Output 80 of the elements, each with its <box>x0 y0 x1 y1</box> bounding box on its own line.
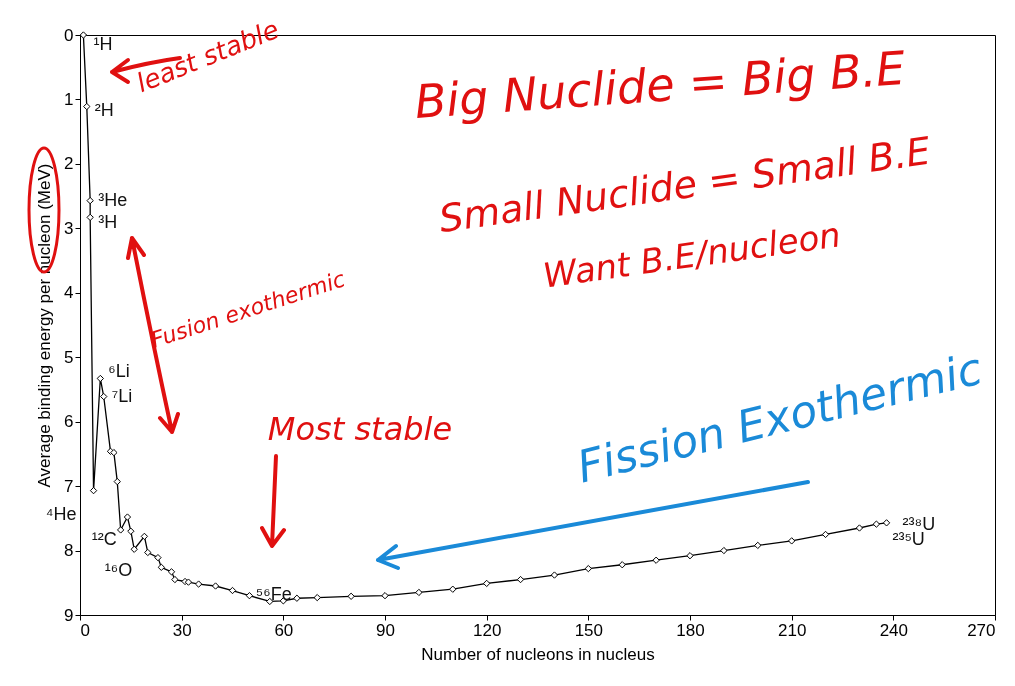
annotation: ¹H <box>93 34 113 54</box>
annotation: ⁵⁶Fe <box>255 584 292 605</box>
annotation: ²H <box>94 99 114 120</box>
point <box>483 579 491 588</box>
annotation: ⁶Li <box>108 361 130 382</box>
y-tick-label: 1 <box>64 89 74 109</box>
point <box>720 546 728 555</box>
point <box>184 578 193 586</box>
x-tick-label: 210 <box>777 620 807 640</box>
point <box>89 486 98 495</box>
point <box>110 448 118 457</box>
point <box>211 582 220 590</box>
annotation: ³He <box>98 189 128 210</box>
point <box>194 580 203 588</box>
point <box>96 374 104 383</box>
y-tick-label: 2 <box>64 154 74 174</box>
y-tick-label: 8 <box>64 541 74 561</box>
y-tick-label: 7 <box>64 476 74 496</box>
x-tick-label: 90 <box>376 620 395 640</box>
y-tick-label: 5 <box>64 347 74 367</box>
point <box>449 585 457 593</box>
point <box>154 553 162 562</box>
point <box>245 592 254 600</box>
point <box>652 556 660 564</box>
annotation: Most stable <box>267 410 453 448</box>
point <box>754 541 762 550</box>
point <box>140 532 149 541</box>
point <box>516 575 525 584</box>
x-tick-label: 30 <box>172 620 192 640</box>
annotation: ¹²C <box>91 528 117 549</box>
point <box>293 594 301 602</box>
point <box>130 545 138 553</box>
point <box>855 524 864 532</box>
point <box>127 527 135 535</box>
point <box>100 392 108 401</box>
point <box>123 513 132 521</box>
point <box>686 552 694 560</box>
x-tick-label: 270 <box>967 620 996 640</box>
point <box>584 564 592 573</box>
point <box>228 586 237 595</box>
x-axis-title: Number of nucleons in nucleus <box>421 644 655 664</box>
point <box>821 530 830 539</box>
point <box>86 196 94 205</box>
x-tick-label: 150 <box>574 620 604 640</box>
point <box>83 102 91 111</box>
y-tick-label: 9 <box>64 605 74 625</box>
point <box>117 526 125 534</box>
point <box>313 593 321 602</box>
x-tick-label: 0 <box>80 620 90 640</box>
y-tick-label: 3 <box>64 218 74 238</box>
annotation: ³H <box>98 212 118 233</box>
point <box>113 477 121 486</box>
annotation: Big Nuclide = Big B.E <box>412 40 907 130</box>
x-tick-label: 240 <box>879 620 909 640</box>
annotation: ²³⁵U <box>892 529 925 550</box>
point <box>788 537 796 545</box>
point <box>144 548 152 557</box>
y-axis-title: Average binding energy per nucleon (MeV) <box>35 163 55 488</box>
point <box>381 592 389 600</box>
point <box>79 31 88 39</box>
point <box>157 563 165 571</box>
y-tick-label: 0 <box>64 25 74 45</box>
point <box>167 568 176 576</box>
annotation: ⁷Li <box>111 385 133 406</box>
point <box>550 571 559 579</box>
point <box>171 575 179 584</box>
annotation: least stable <box>132 13 284 99</box>
point <box>872 520 881 528</box>
point <box>882 519 891 527</box>
point <box>415 588 423 597</box>
x-tick-label: 60 <box>274 620 294 640</box>
x-tick-label: 180 <box>676 620 705 640</box>
point <box>618 561 626 569</box>
point <box>347 592 355 600</box>
annotation: ⁴He <box>45 503 77 524</box>
x-tick-label: 120 <box>472 620 502 640</box>
annotation: ¹⁶O <box>104 560 133 581</box>
y-tick-label: 4 <box>64 283 74 303</box>
point <box>86 213 94 222</box>
y-tick-label: 6 <box>64 412 74 432</box>
